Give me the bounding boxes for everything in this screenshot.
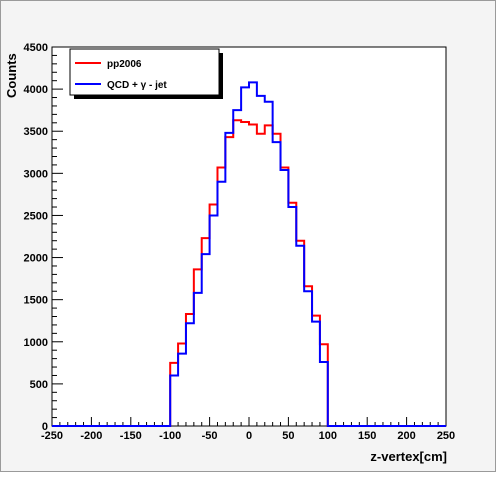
x-tick-label: 0 — [246, 430, 252, 442]
y-tick-label: 500 — [30, 379, 48, 391]
legend-box — [69, 48, 220, 96]
x-tick-label: 150 — [358, 430, 376, 442]
y-tick-label: 3500 — [24, 126, 48, 138]
plot-area — [51, 46, 447, 427]
y-tick-label: 1500 — [24, 295, 48, 307]
x-tick-label: -50 — [202, 430, 218, 442]
y-tick-label: 1000 — [24, 337, 48, 349]
y-tick-label: 4500 — [24, 42, 48, 54]
series-layer — [52, 81, 446, 427]
series-qcd-gamma-jet — [52, 81, 446, 427]
legend-label-qcd-gamma-jet: QCD + γ - jet — [107, 80, 167, 91]
x-tick-label: -100 — [159, 430, 181, 442]
legend: pp2006 QCD + γ - jet — [69, 48, 223, 99]
x-tick-label: 50 — [282, 430, 294, 442]
axis-ticks: -250 -200 -150 -100 -50 0 50 100 150 200 250050010… — [24, 42, 456, 442]
y-tick-label: 2500 — [24, 210, 48, 222]
x-tick-label: 100 — [319, 430, 337, 442]
y-tick-label: 3000 — [24, 168, 48, 180]
y-tick-label: 2000 — [24, 253, 48, 265]
histogram-line — [52, 81, 446, 427]
y-tick-label: 0 — [42, 421, 48, 433]
x-tick-label: -150 — [120, 430, 142, 442]
y-tick-label: 4000 — [24, 84, 48, 96]
x-axis-label: z-vertex[cm] — [370, 449, 447, 464]
x-tick-label: 250 — [437, 430, 455, 442]
y-axis-label: Counts — [4, 53, 19, 98]
x-tick-label: -250 — [41, 430, 63, 442]
x-tick-label: 200 — [397, 430, 415, 442]
legend-label-pp2006: pp2006 — [107, 59, 142, 70]
x-tick-label: -200 — [80, 430, 102, 442]
